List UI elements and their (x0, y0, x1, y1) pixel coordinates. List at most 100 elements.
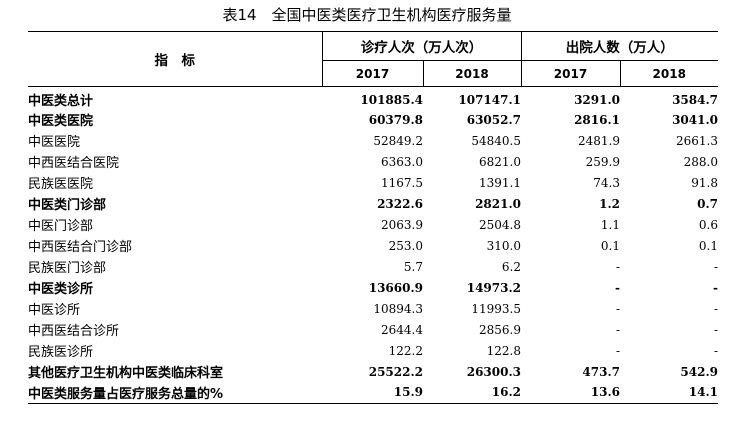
cell-value: 13660.9 (368, 280, 423, 295)
cell-value: - (713, 301, 718, 316)
row-label: 中医类诊所 (28, 282, 94, 297)
cell-value: 2816.1 (574, 112, 620, 127)
cell-value: 54840.5 (471, 133, 521, 148)
cell-value: - (713, 343, 718, 358)
cell-value: 60379.8 (368, 112, 423, 127)
cell-value: 25522.2 (368, 364, 423, 379)
cell-value: 14.1 (620, 382, 718, 404)
cell-value: - (615, 301, 620, 316)
table-row: 中医诊所 10894.3 11993.5 - - (28, 298, 718, 319)
cell-value: 91.8 (691, 175, 718, 190)
cell-value: 122.2 (388, 343, 423, 358)
cell-value: 10894.3 (373, 301, 423, 316)
cell-value: 107147.1 (458, 92, 521, 107)
cell-value: - (713, 259, 718, 274)
row-label: 中医门诊部 (28, 219, 94, 234)
row-label: 其他医疗卫生机构中医类临床科室 (28, 366, 224, 381)
header-row: 指 标 诊疗人次（万人次） 出院人数（万人） (28, 31, 718, 87)
table-row: 民族医门诊部 5.7 6.2 - - (28, 256, 718, 277)
cell-value: - (713, 280, 718, 295)
cell-value: 2661.3 (676, 133, 718, 148)
table-body: 中医类总计 101885.4 107147.1 3291.0 3584.7 中医类医院 60… (28, 87, 718, 404)
table-title: 表14 全国中医类医疗卫生机构医疗服务量 (222, 6, 512, 24)
table-row: 中医类诊所 13660.9 14973.2 - - (28, 277, 718, 298)
year-header-row: 2017 2018 2017 2018 (28, 60, 718, 87)
row-label: 中医医院 (28, 135, 81, 150)
cell-value: 74.3 (593, 175, 620, 190)
table-row: 其他医疗卫生机构中医类临床科室 25522.2 26300.3 473.7 542.9 (28, 361, 718, 382)
cell-value: 3291.0 (574, 92, 620, 107)
indicator-header: 指 标 (28, 31, 322, 87)
table-row: 中医类总计 101885.4 107147.1 3291.0 3584.7 (28, 87, 718, 110)
cell-value: 15.9 (322, 382, 423, 404)
cell-value: - (615, 259, 620, 274)
row-label: 民族医医院 (28, 177, 94, 192)
row-label: 中医类门诊部 (28, 198, 107, 213)
row-label: 民族医门诊部 (28, 261, 107, 276)
cell-value: 11993.5 (471, 301, 521, 316)
cell-value: 16.2 (423, 382, 521, 404)
row-label: 中医类服务量占医疗服务总量的% (28, 382, 322, 404)
row-label: 民族医诊所 (28, 345, 94, 360)
discharges-group-header: 出院人数（万人） (520, 31, 718, 61)
table-row: 中医类服务量占医疗服务总量的% 15.9 16.2 13.6 14.1 (28, 382, 718, 404)
cell-value: 288.0 (683, 154, 718, 169)
cell-value: 2481.9 (578, 133, 620, 148)
table-row: 中医门诊部 2063.9 2504.8 1.1 0.6 (28, 214, 718, 235)
cell-value: 52849.2 (373, 133, 423, 148)
cell-value: 0.1 (600, 238, 620, 253)
cell-value: 6363.0 (381, 154, 423, 169)
year-header: 2018 (619, 60, 718, 87)
year-header: 2018 (422, 60, 521, 87)
cell-value: 2821.0 (475, 196, 521, 211)
cell-value: 2856.9 (479, 322, 521, 337)
cell-value: 1167.5 (381, 175, 423, 190)
cell-value: - (713, 322, 718, 337)
cell-value: 122.8 (486, 343, 521, 358)
cell-value: 13.6 (521, 382, 620, 404)
cell-value: 0.7 (697, 196, 718, 211)
cell-value: 6.2 (501, 259, 521, 274)
row-label: 中医类总计 (28, 94, 94, 109)
row-label: 中西医结合门诊部 (28, 240, 133, 255)
cell-value: 2504.8 (479, 217, 521, 232)
visits-group-header: 诊疗人次（万人次） (321, 31, 521, 61)
table-row: 中医类医院 60379.8 63052.7 2816.1 3041.0 (28, 109, 718, 130)
table-row: 民族医医院 1167.5 1391.1 74.3 91.8 (28, 172, 718, 193)
table-row: 民族医诊所 122.2 122.8 - - (28, 340, 718, 361)
cell-value: 101885.4 (360, 92, 423, 107)
table-row: 中医类门诊部 2322.6 2821.0 1.2 0.7 (28, 193, 718, 214)
cell-value: 14973.2 (466, 280, 521, 295)
cell-value: 473.7 (582, 364, 620, 379)
cell-value: 0.1 (698, 238, 718, 253)
cell-value: 2063.9 (381, 217, 423, 232)
cell-value: 310.0 (486, 238, 521, 253)
cell-value: 1391.1 (479, 175, 521, 190)
cell-value: 26300.3 (466, 364, 521, 379)
cell-value: 1.2 (599, 196, 620, 211)
cell-value: 0.6 (698, 217, 718, 232)
year-header: 2017 (520, 60, 620, 87)
cell-value: 6821.0 (479, 154, 521, 169)
statistics-table: 指 标 诊疗人次（万人次） 出院人数（万人） 2017 2018 2017 20… (28, 31, 718, 404)
row-label: 中医诊所 (28, 303, 81, 318)
table-row: 中医医院 52849.2 54840.5 2481.9 2661.3 (28, 130, 718, 151)
year-header: 2017 (321, 60, 423, 87)
cell-value: - (615, 280, 620, 295)
cell-value: - (615, 343, 620, 358)
cell-value: 63052.7 (466, 112, 521, 127)
cell-value: 2322.6 (377, 196, 423, 211)
cell-value: 3584.7 (672, 92, 718, 107)
cell-value: 259.9 (585, 154, 620, 169)
table-row: 中西医结合门诊部 253.0 310.0 0.1 0.1 (28, 235, 718, 256)
cell-value: 542.9 (680, 364, 718, 379)
row-label: 中西医结合医院 (28, 156, 120, 171)
cell-value: 2644.4 (381, 322, 423, 337)
cell-value: - (615, 322, 620, 337)
row-label: 中西医结合诊所 (28, 324, 120, 339)
cell-value: 1.1 (600, 217, 620, 232)
table-row: 中西医结合诊所 2644.4 2856.9 - - (28, 319, 718, 340)
row-label: 中医类医院 (28, 114, 94, 129)
cell-value: 5.7 (403, 259, 423, 274)
cell-value: 3041.0 (672, 112, 718, 127)
